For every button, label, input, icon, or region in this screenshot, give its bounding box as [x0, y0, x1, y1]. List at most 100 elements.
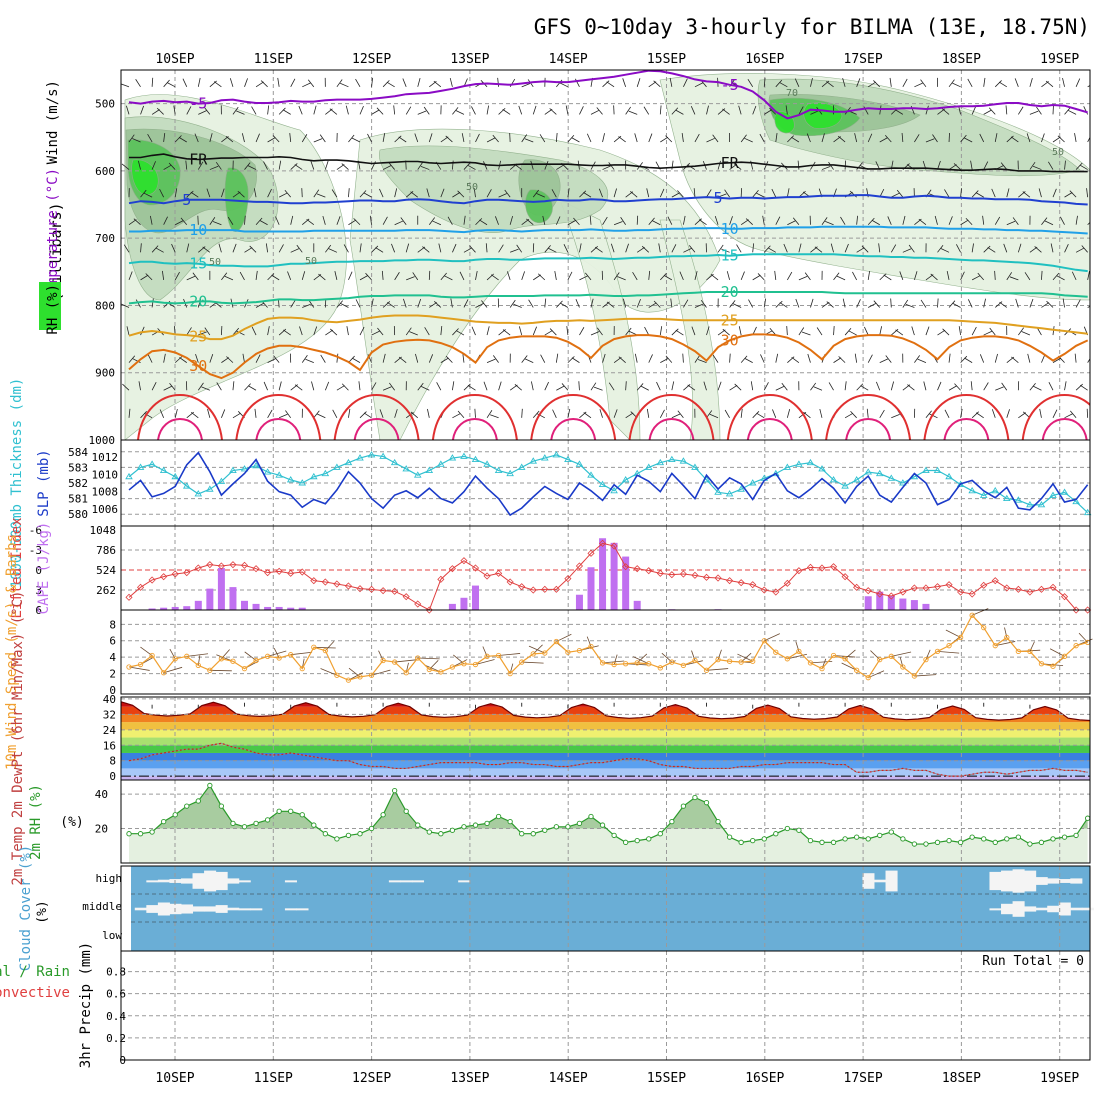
dewpoint-line — [128, 742, 1088, 777]
wind-barb — [937, 298, 939, 308]
lifted-index-point — [275, 567, 283, 575]
cape-tick: 262 — [96, 584, 116, 597]
wind-barb — [340, 82, 349, 88]
wind-barb — [873, 80, 881, 88]
wind-barb — [307, 79, 315, 88]
wind-barb — [137, 160, 141, 170]
wind-barb — [469, 245, 476, 253]
rh-2m-point — [472, 822, 479, 828]
wind-barb — [879, 273, 887, 281]
wind-barb — [536, 413, 545, 419]
wind-barb — [763, 298, 767, 308]
wind-barb — [559, 302, 569, 308]
rh-2m-point — [1085, 815, 1091, 821]
wind-barb — [948, 300, 956, 308]
wind-barbs — [121, 77, 1090, 419]
cloud-cover-background — [131, 866, 1090, 951]
rh-2m-point — [761, 836, 767, 842]
wind-barb — [179, 357, 187, 363]
isotherm-hot — [137, 394, 223, 440]
isotherm-hot — [923, 394, 1010, 440]
wind-barb — [201, 386, 210, 391]
wind-barb — [952, 302, 961, 308]
wind-10m-point — [911, 673, 918, 679]
temperature-band — [121, 752, 1090, 761]
wind-barb — [358, 381, 361, 391]
slp-grid — [121, 440, 1090, 526]
thickness-point — [390, 458, 399, 466]
wind-barb — [359, 411, 367, 419]
wind-barb — [1018, 106, 1024, 115]
lifted-index-point — [622, 563, 630, 571]
wind-barb — [149, 215, 153, 225]
wind-barb — [729, 384, 738, 391]
rh-2m-area-high — [155, 785, 1088, 829]
cape-bar — [298, 607, 306, 610]
wind-barb — [620, 217, 626, 225]
wind-barb — [140, 274, 149, 281]
wind-10m-barb — [528, 645, 545, 654]
thickness-point — [240, 465, 249, 472]
rh-2m-unit: (%) — [60, 815, 83, 830]
wind-barb — [610, 243, 615, 253]
wind-barb — [447, 216, 453, 225]
wind-barb — [659, 326, 663, 336]
thickness-point — [286, 476, 295, 483]
rh-2m-line — [126, 782, 1091, 847]
wind-barb — [174, 135, 182, 143]
pressure-tick: 700 — [95, 232, 115, 245]
lifted-index-point — [922, 584, 930, 592]
wind-barb — [145, 273, 153, 281]
temperature-label: 2m Temp 2m DewPt (6hr Min/Max) (°C) — [10, 590, 26, 885]
wind-barb — [171, 243, 176, 253]
wind-barb — [989, 327, 996, 336]
lifted-index-point — [344, 582, 353, 590]
wind-barb — [232, 106, 239, 115]
wind-10m-barb — [914, 674, 937, 677]
wind-barb — [891, 414, 900, 419]
wind-barb — [232, 191, 241, 198]
wind-barb — [555, 216, 561, 225]
wind-barb — [461, 133, 465, 143]
rh-2m-point — [576, 820, 583, 827]
wind-barb — [132, 138, 141, 143]
chart-title: GFS 0~10day 3-hourly for BILMA (13E, 18.… — [534, 15, 1090, 39]
wind-barb — [284, 189, 292, 198]
wind-barb — [891, 192, 900, 198]
isotherm-hotter — [353, 418, 400, 440]
wind-barb — [194, 133, 199, 143]
rh-2m-point — [345, 832, 352, 839]
isotherm-5 — [128, 194, 1088, 206]
wind-barb — [502, 109, 511, 115]
wind-barb — [683, 215, 686, 225]
cloud-cell-middle — [215, 905, 228, 913]
wind-barb — [756, 192, 765, 198]
wind-barb — [634, 353, 638, 363]
wind-barb — [963, 137, 973, 143]
wind-barb — [209, 80, 217, 88]
wind-barb — [606, 81, 615, 88]
wind-barb — [578, 381, 580, 391]
wind-10m-barb — [521, 661, 544, 664]
wind-barb — [971, 275, 981, 281]
wind-barb — [775, 353, 779, 363]
rh-2m-point — [900, 836, 906, 842]
wind-barb — [971, 190, 979, 198]
wind-barb — [163, 133, 166, 143]
wind-barb — [352, 357, 361, 363]
wind-10m-point — [669, 659, 675, 665]
wind-barb — [641, 245, 650, 253]
rh-region — [131, 159, 159, 196]
wind-10m-point — [449, 664, 456, 670]
rh-2m-point — [680, 803, 687, 809]
isotherm-hot — [726, 394, 813, 440]
wind-barb — [598, 188, 603, 198]
wind-barb — [428, 354, 434, 363]
wind-barb — [498, 381, 502, 391]
wind-barb — [452, 413, 461, 419]
wind-barb — [440, 326, 443, 336]
wind-barb — [836, 275, 846, 281]
